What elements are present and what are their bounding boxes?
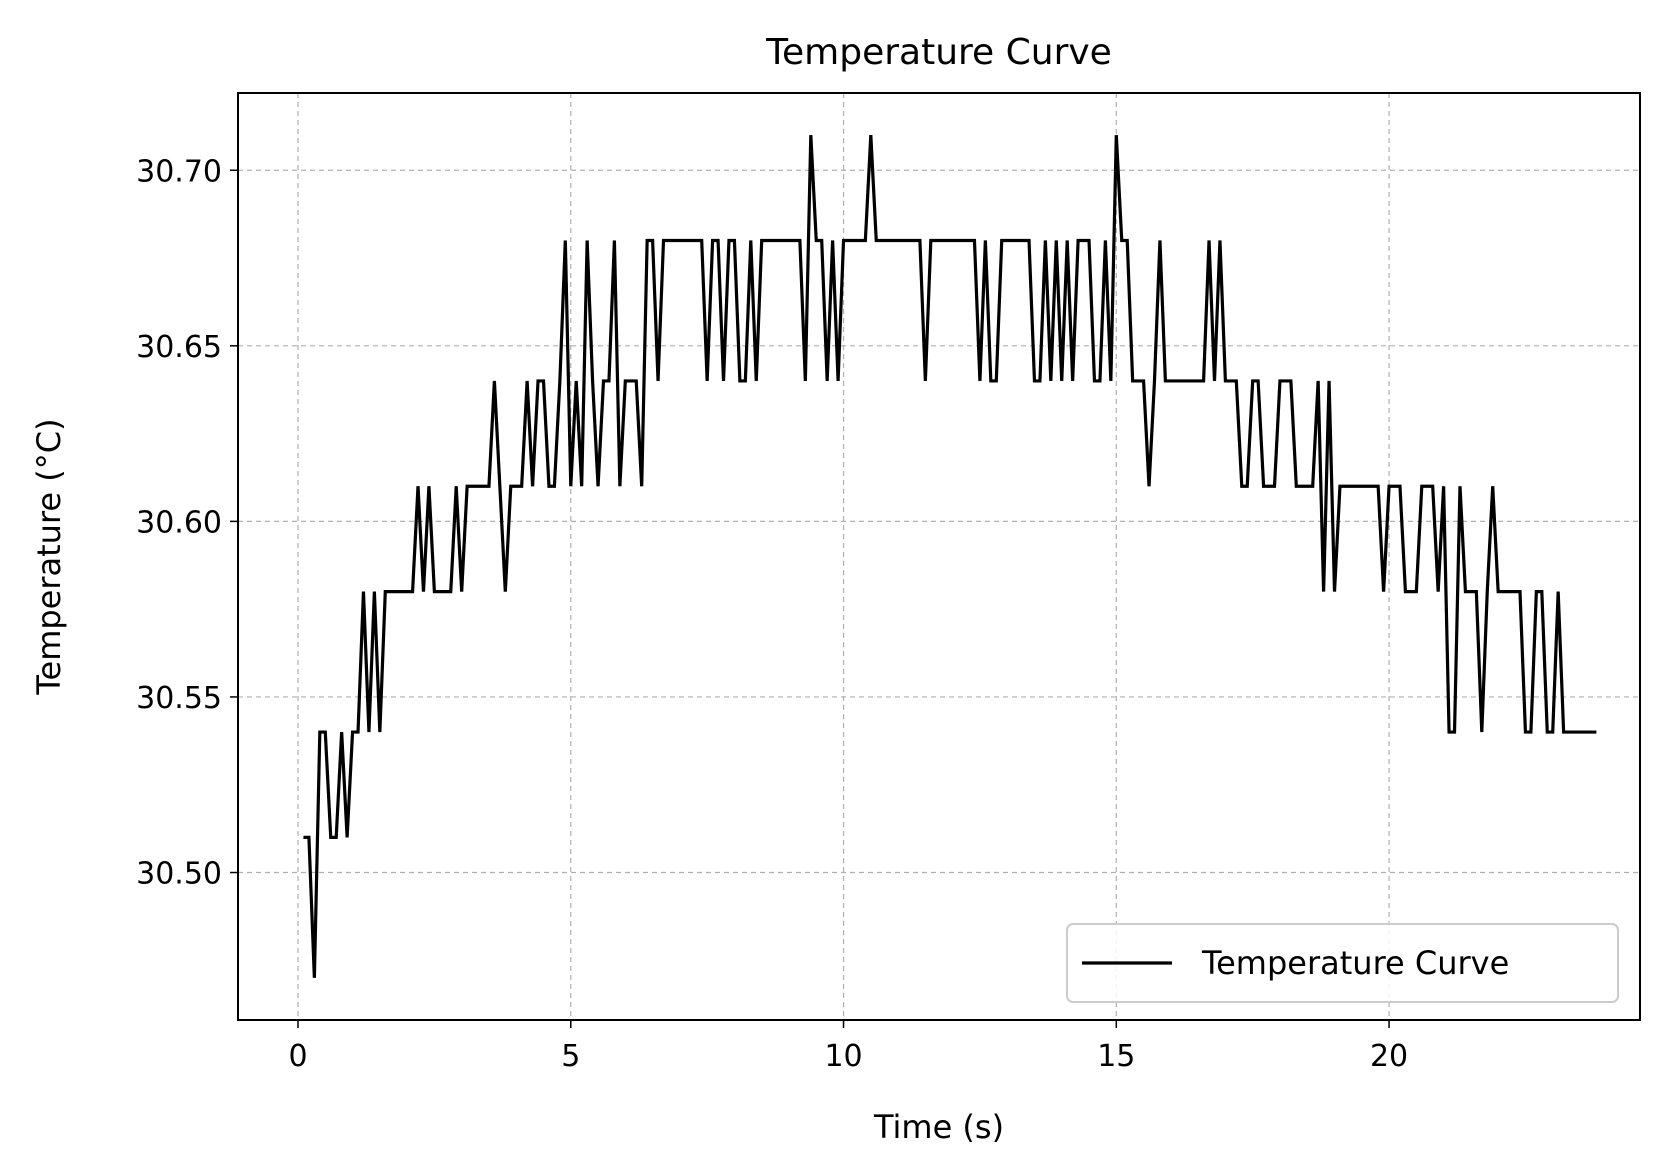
y-tick-label: 30.70 — [136, 154, 222, 189]
legend-label: Temperature Curve — [1201, 944, 1509, 982]
legend: Temperature Curve — [1066, 923, 1619, 1003]
y-axis-label: Temperature (°C) — [30, 418, 68, 695]
ticks: 0 5 10 15 20 30.50 30.55 30.60 30.65 30.70 — [136, 154, 1408, 1074]
x-tick-label: 0 — [288, 1039, 307, 1074]
y-tick-label: 30.65 — [136, 330, 222, 365]
y-tick-label: 30.50 — [136, 857, 222, 892]
series-layer — [303, 135, 1597, 978]
series-line — [303, 135, 1597, 978]
chart-title: Temperature Curve — [765, 32, 1112, 73]
y-tick-label: 30.60 — [136, 505, 222, 540]
x-tick-label: 5 — [561, 1039, 580, 1074]
x-axis-label: Time (s) — [873, 1108, 1004, 1146]
y-tick-label: 30.55 — [136, 681, 222, 716]
x-tick-label: 20 — [1370, 1039, 1408, 1074]
legend-box — [1066, 923, 1619, 1003]
plot-frame — [237, 92, 1641, 1021]
x-tick-label: 15 — [1097, 1039, 1135, 1074]
x-tick-label: 10 — [824, 1039, 862, 1074]
